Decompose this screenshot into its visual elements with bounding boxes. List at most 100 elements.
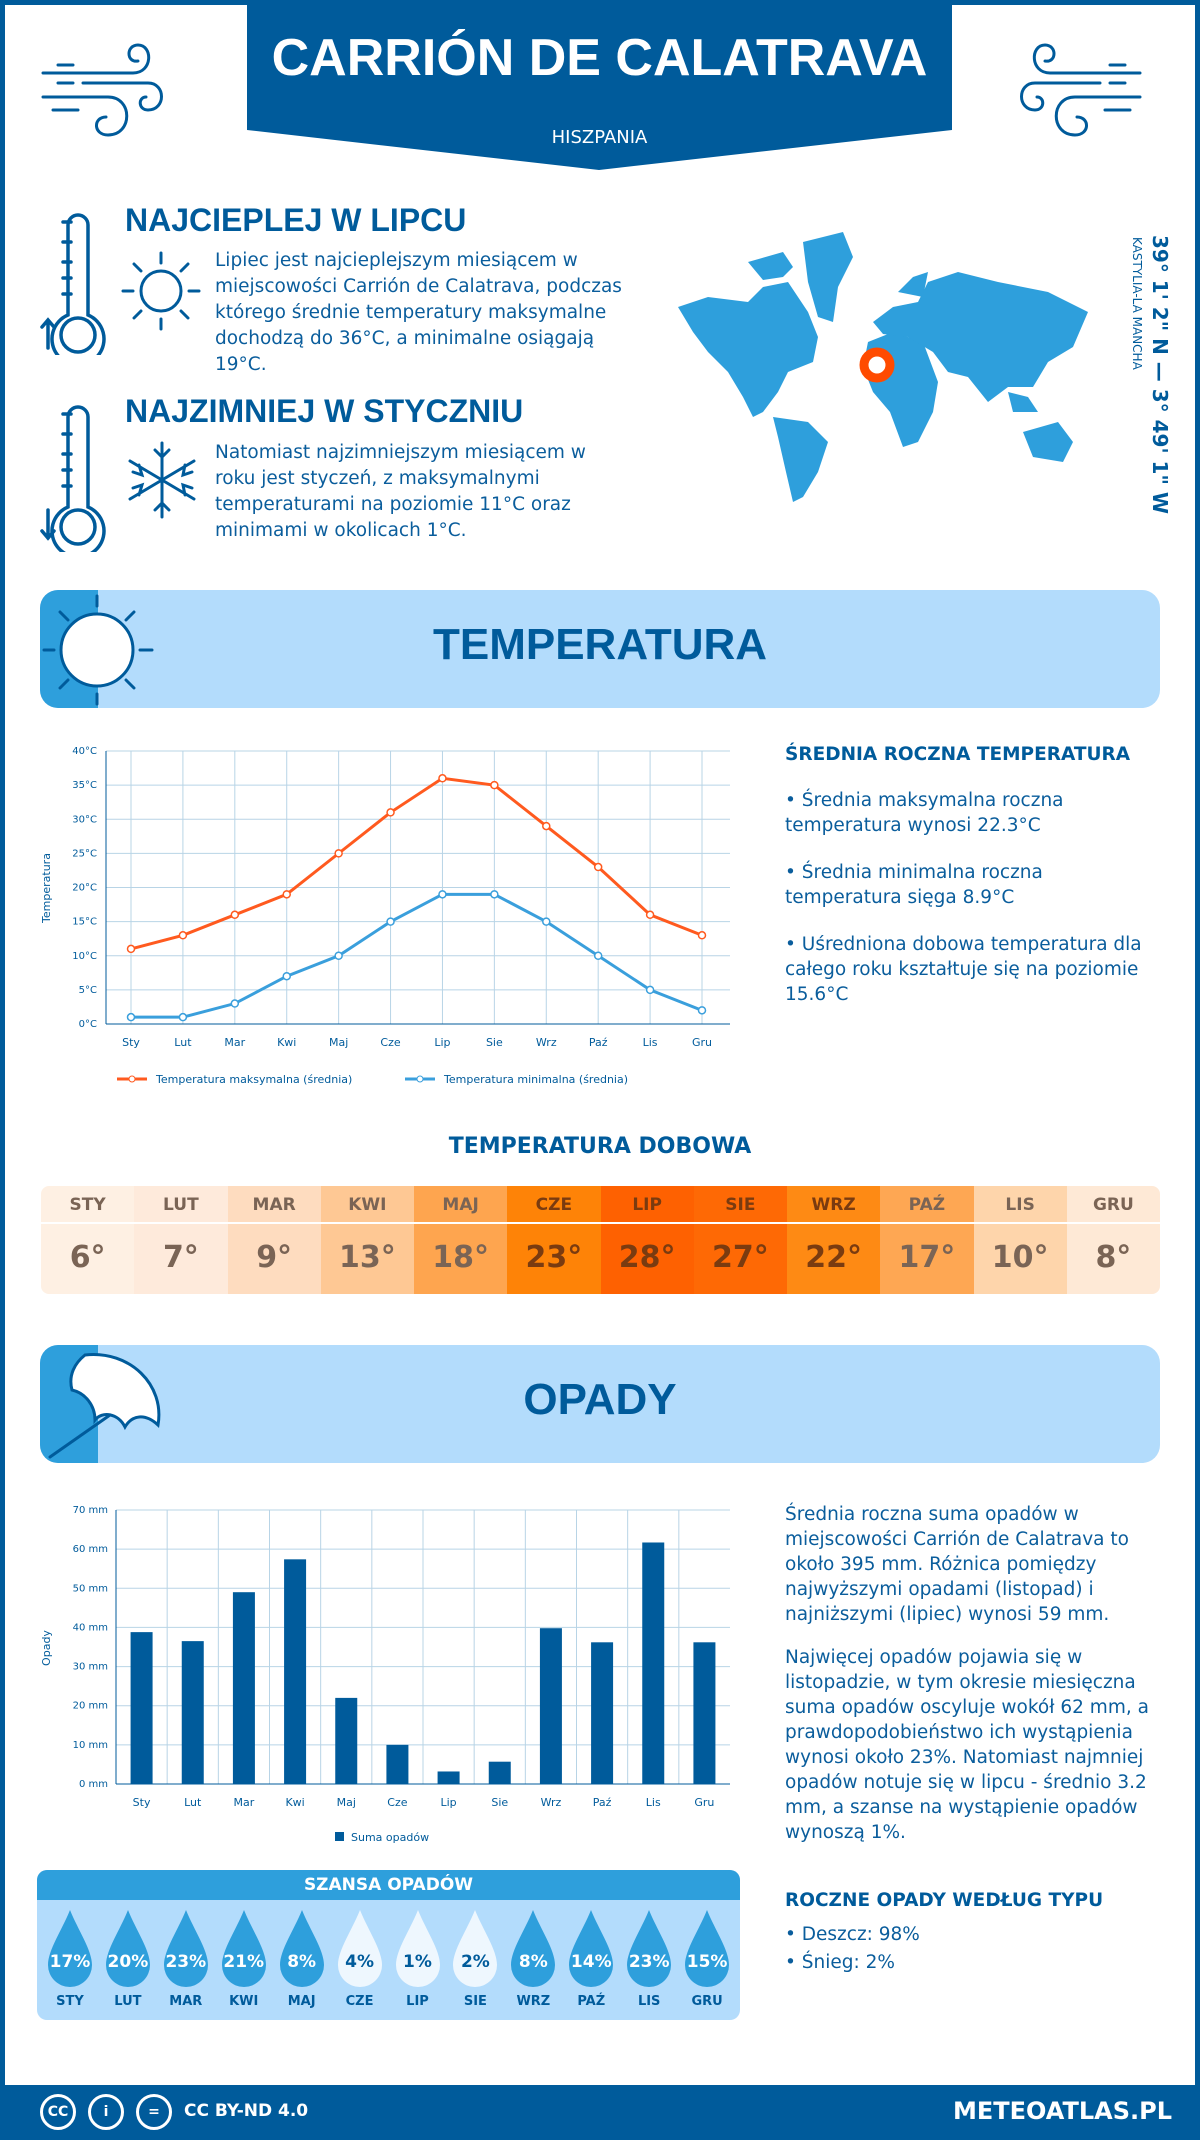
y-tick-label: 10°C (72, 951, 97, 962)
raindrop-icon (453, 1910, 498, 1987)
chance-month: CZE (345, 1994, 374, 2009)
data-point (593, 951, 603, 960)
raindrop-icon (279, 1910, 324, 1987)
daily-temp-column: KWI 13° (320, 1186, 414, 1294)
chance-month: LIP (406, 1994, 429, 2009)
data-point (126, 944, 136, 954)
y-tick-label: 60 mm (73, 1544, 108, 1555)
y-tick-label: 50 mm (73, 1583, 108, 1594)
raindrop-icon (163, 1910, 208, 1987)
raindrop-icon (395, 1910, 440, 1987)
umbrella-icon (48, 1353, 161, 1459)
x-tick-label: Sie (491, 1796, 508, 1809)
daily-temp-value: 7° (162, 1240, 199, 1275)
y-tick-label: 40°C (72, 746, 97, 757)
chance-value: 23% (165, 1952, 207, 1972)
daily-temp-column: LIS 10° (973, 1186, 1067, 1294)
chance-value: 17% (49, 1952, 91, 1972)
x-tick-label: Lis (643, 1036, 658, 1049)
temperature-title: TEMPERATURA (432, 620, 768, 669)
data-point (438, 774, 447, 783)
warmest-heading: NAJCIEPLEJ W LIPCU (125, 202, 467, 238)
x-tick-label: Paź (593, 1796, 612, 1809)
y-tick-label: 70 mm (73, 1505, 108, 1516)
x-tick-label: Lis (646, 1796, 661, 1809)
y-tick-label: 30°C (72, 814, 97, 825)
daily-month: CZE (507, 1186, 601, 1224)
daily-temp-column: GRU 8° (1066, 1186, 1160, 1294)
warmest-text: Lipiec jest najcieplejszym miesiącem w m… (215, 250, 622, 375)
x-tick-label: Lip (440, 1796, 456, 1809)
x-tick-label: Lut (174, 1036, 192, 1049)
precipitation-paragraph: Średnia roczna suma opadów w miejscowośc… (785, 1504, 1129, 1625)
bar (591, 1642, 614, 1784)
chance-drop: 21% KWI (215, 1906, 273, 2014)
daily-month: LIS (973, 1186, 1067, 1224)
chance-drop: 1% LIP (389, 1906, 447, 2014)
daily-month: MAR (227, 1186, 321, 1224)
chance-value: 15% (686, 1952, 728, 1972)
legend-marker (128, 1075, 136, 1083)
data-point (490, 890, 499, 899)
bar (693, 1642, 716, 1784)
thermometer-down-icon (40, 405, 106, 552)
chance-month: KWI (229, 1994, 259, 2009)
bar (335, 1697, 358, 1784)
data-point (178, 931, 188, 940)
chance-month: MAR (169, 1994, 203, 2009)
y-tick-label: 5°C (79, 985, 97, 996)
raindrop-icon (685, 1910, 730, 1987)
daily-temp-column: LIP 28° (600, 1186, 694, 1294)
chance-month: LIS (637, 1994, 661, 2009)
raindrop-icon (511, 1910, 556, 1987)
daily-temp-value: 17° (898, 1240, 956, 1275)
legend-label: Temperatura maksymalna (średnia) (155, 1073, 352, 1086)
x-tick-label: Wrz (536, 1036, 557, 1049)
precipitation-paragraph: Najwięcej opadów pojawia się w listopadz… (785, 1647, 1149, 1843)
precipitation-type-heading: ROCZNE OPADY WEDŁUG TYPU (785, 1890, 1104, 1911)
chance-drop: 8% WRZ (504, 1906, 562, 2014)
daily-temperature-heading: TEMPERATURA DOBOWA (448, 1134, 752, 1159)
sun-icon (42, 594, 154, 706)
y-tick-label: 40 mm (73, 1622, 108, 1633)
data-point (386, 808, 395, 817)
data-point (645, 985, 655, 995)
daily-temp-value: 13° (339, 1240, 396, 1275)
x-tick-label: Maj (329, 1036, 348, 1049)
data-point (697, 931, 707, 940)
chance-value: 2% (460, 1952, 490, 1972)
chance-month: LUT (114, 1994, 142, 2009)
x-tick-label: Maj (337, 1796, 356, 1809)
attribution-icon: i (88, 2094, 124, 2130)
data-point (282, 890, 291, 899)
chance-drop: 17% STY (41, 1906, 99, 2014)
raindrop-icon (337, 1910, 382, 1987)
chance-value: 4% (345, 1952, 374, 1972)
daily-month: LUT (134, 1186, 228, 1224)
data-point (334, 849, 343, 858)
chance-drop: 8% MAJ (273, 1906, 331, 2014)
bar (181, 1641, 204, 1784)
daily-temp-column: WRZ 22° (787, 1186, 881, 1294)
chance-drop: 2% SIE (446, 1906, 504, 2014)
data-point (230, 999, 240, 1008)
data-point (542, 821, 551, 831)
series-line (130, 776, 703, 951)
x-tick-label: Lip (434, 1036, 450, 1049)
temperature-bullet: • Uśredniona dobowa temperatura dla całe… (785, 934, 1142, 1005)
license-label[interactable]: CC BY-ND 4.0 (184, 2101, 309, 2121)
brand-link[interactable]: METEOATLAS.PL (952, 2097, 1172, 2125)
y-tick-label: 10 mm (73, 1740, 108, 1751)
x-tick-label: Kwi (285, 1796, 304, 1809)
bar (232, 1592, 255, 1784)
location-marker-icon (859, 347, 895, 383)
x-tick-label: Lut (184, 1796, 202, 1809)
y-axis-label: Opady (40, 1630, 53, 1666)
title-banner (247, 0, 952, 170)
y-tick-label: 0°C (79, 1019, 97, 1030)
daily-temp-value: 23° (525, 1240, 583, 1275)
raindrop-icon (105, 1910, 150, 1987)
x-tick-label: Sty (133, 1796, 151, 1809)
raindrop-icon (627, 1910, 672, 1987)
daily-temp-column: PAŹ 17° (880, 1186, 974, 1294)
